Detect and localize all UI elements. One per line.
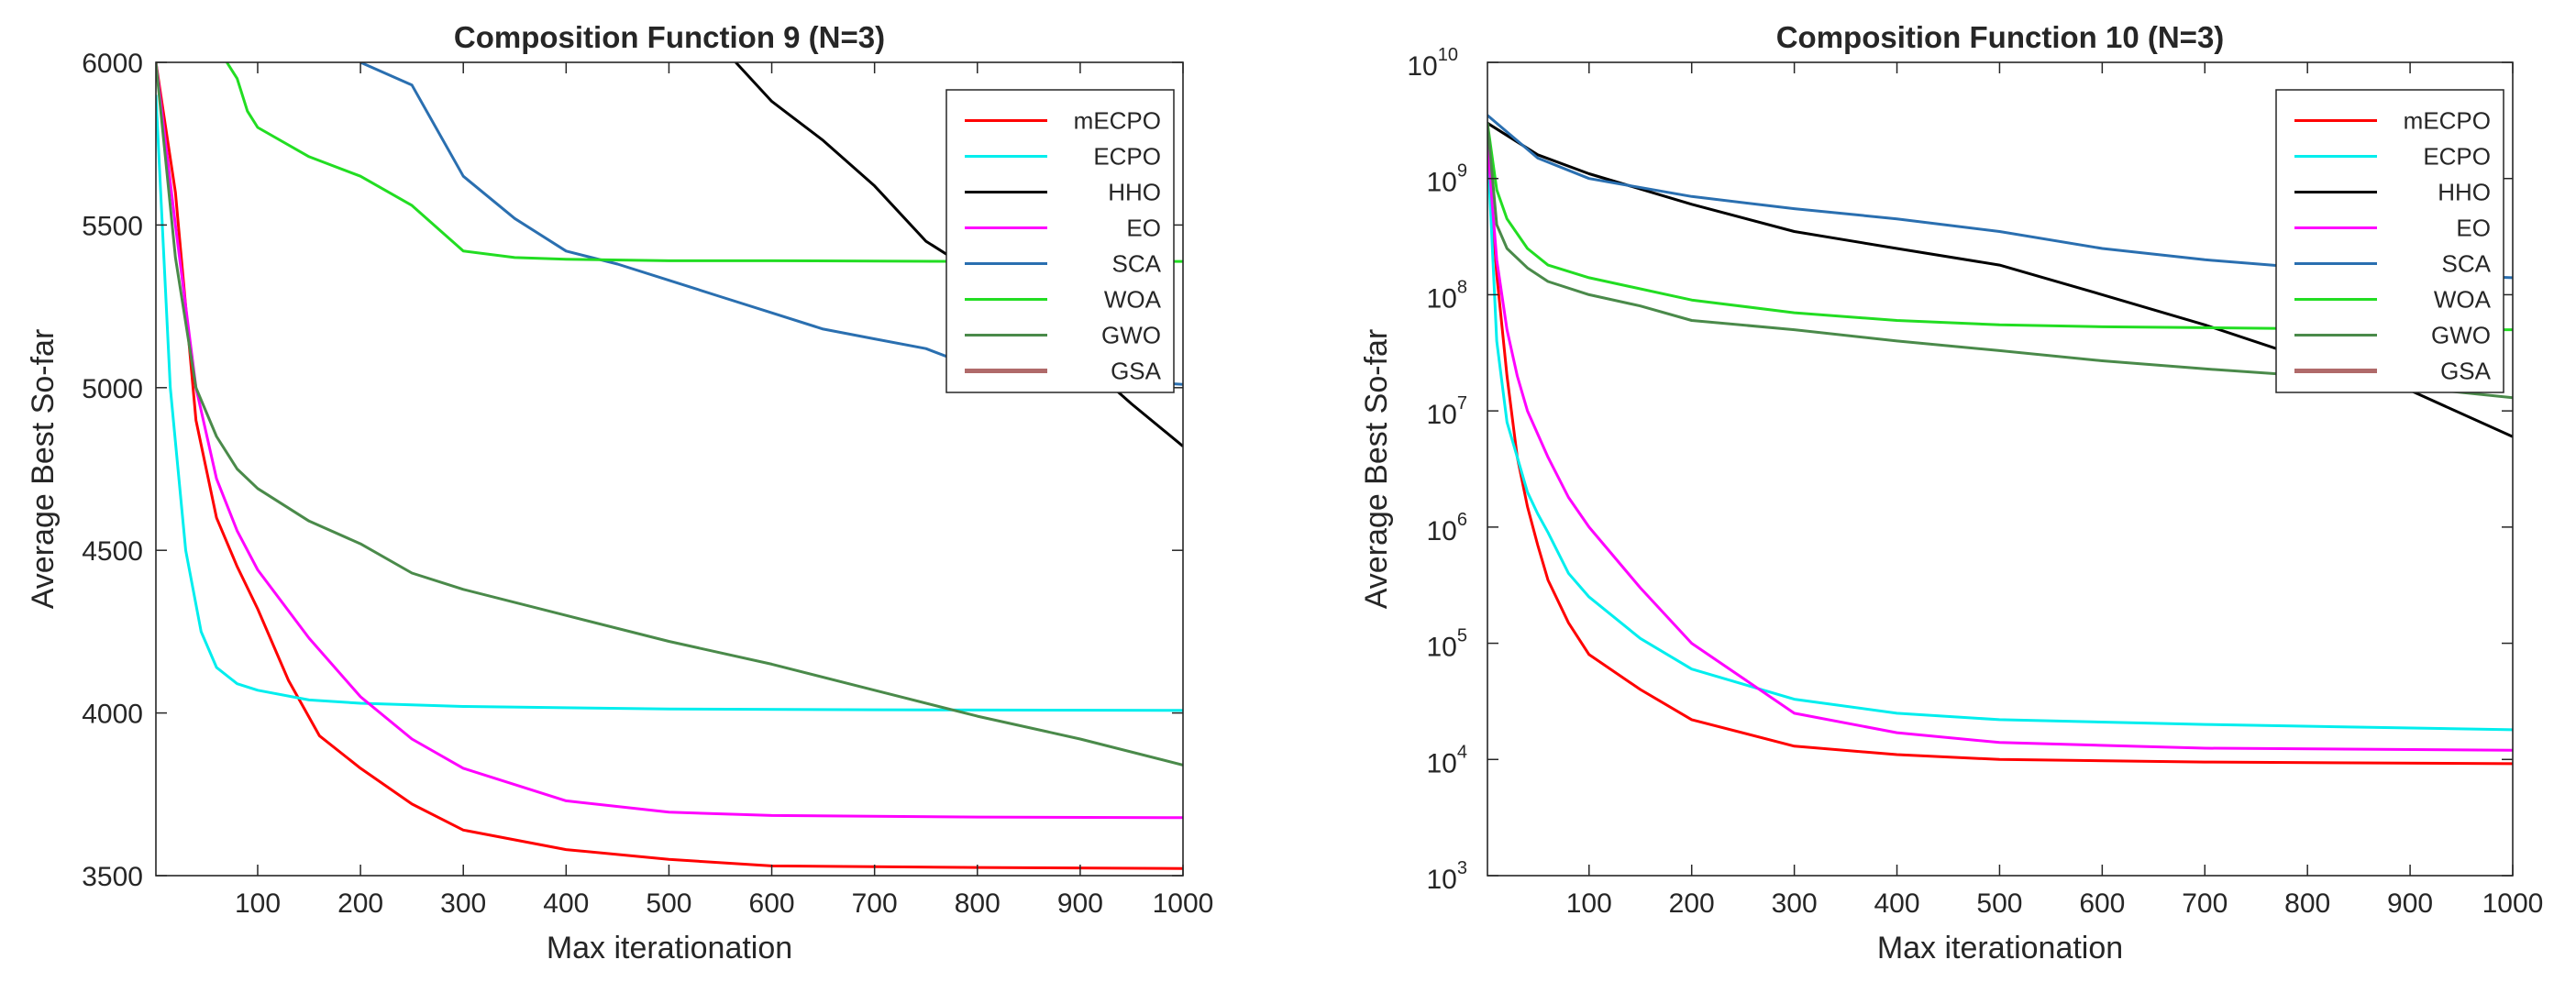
x-tick-label: 900	[2387, 888, 2433, 919]
x-tick-label: 600	[749, 888, 795, 919]
y-tick-label: 3500	[82, 862, 143, 892]
y-tick-label: 4000	[82, 700, 143, 730]
chart-1: 100 200 300 400 500 600 700 800 900 1000 3500 4000 4…	[26, 20, 1213, 965]
series-line-ecpo	[156, 94, 1183, 712]
chart-title: Composition Function 9 (N=3)	[454, 20, 885, 54]
series-line-eo	[156, 62, 1183, 820]
legend-box	[2275, 89, 2504, 393]
x-tick-label: 300	[440, 888, 486, 919]
legend-label: GSA	[1111, 358, 1162, 385]
y-tick-label: 103	[1427, 858, 1468, 895]
y-tick-label: 107	[1427, 393, 1468, 430]
legend-label: WOA	[2434, 286, 2492, 314]
legend-label: EO	[2456, 215, 2491, 242]
series-line-woa	[226, 62, 1183, 263]
chart-title: Composition Function 10 (N=3)	[1776, 20, 2225, 54]
x-tick-label: 400	[543, 888, 589, 919]
series-line-woa	[1487, 123, 2513, 332]
x-tick-label: 500	[1976, 888, 2022, 919]
legend-label: mECPO	[1074, 107, 1161, 135]
y-tick-label: 104	[1427, 742, 1468, 778]
legend-label: ECPO	[2423, 143, 2491, 171]
y-axis-label: Average Best So-far	[1359, 329, 1394, 610]
x-tick-label: 100	[235, 888, 281, 919]
x-tick-label: 100	[1566, 888, 1612, 919]
y-tick-label: 5500	[82, 211, 143, 241]
legend-label: GWO	[2431, 322, 2491, 349]
x-axis-label: Max iterationation	[547, 931, 792, 965]
series-line-gwo	[1487, 123, 2513, 400]
x-tick-label: 500	[646, 888, 691, 919]
series-group	[1487, 114, 2513, 766]
x-axis-label: Max iterationation	[1877, 931, 2123, 965]
legend-label: SCA	[2442, 250, 2492, 278]
legend-label: WOA	[1104, 286, 1162, 314]
chart-2: 100 200 300 400 500 600 700 800 900 1000 103 104 105…	[1359, 20, 2543, 965]
y-axis-label: Average Best So-far	[26, 329, 61, 610]
series-line-ecpo	[1487, 143, 2513, 732]
x-tick-label: 800	[2284, 888, 2330, 919]
series-line-mecpo	[156, 62, 1183, 870]
x-tick-label: 600	[2079, 888, 2125, 919]
legend-label: HHO	[2438, 179, 2491, 206]
y-tick-label: 6000	[82, 49, 143, 79]
series-line-mecpo	[1487, 143, 2513, 766]
series-line-eo	[1487, 143, 2513, 752]
x-tick-label: 1000	[2482, 888, 2544, 919]
x-tick-label: 400	[1874, 888, 1919, 919]
x-tick-label: 200	[337, 888, 383, 919]
series-line-gwo	[156, 62, 1183, 767]
x-tick-label: 300	[1772, 888, 1818, 919]
legend: mECPO ECPO HHO EO SCA WOA GWO GSA	[2275, 89, 2504, 393]
legend: mECPO ECPO HHO EO SCA WOA GWO GSA	[945, 89, 1175, 393]
legend-label: SCA	[1112, 250, 1162, 278]
x-tick-label: 900	[1057, 888, 1103, 919]
legend-box	[945, 89, 1175, 393]
y-tick-label: 106	[1427, 510, 1468, 546]
legend-label: GSA	[2440, 358, 2492, 385]
legend-label: ECPO	[1093, 143, 1161, 171]
y-tick-label: 109	[1427, 161, 1468, 198]
legend-label: mECPO	[2404, 107, 2491, 135]
y-tick-label: 1010	[1407, 45, 1458, 82]
y-tick-label: 105	[1427, 626, 1468, 663]
legend-label: HHO	[1108, 179, 1161, 206]
y-tick-label: 108	[1427, 277, 1468, 314]
x-tick-label: 700	[2182, 888, 2228, 919]
legend-label: GWO	[1101, 322, 1161, 349]
x-tick-label: 800	[955, 888, 1001, 919]
y-tick-label: 4500	[82, 536, 143, 567]
x-tick-label: 1000	[1153, 888, 1214, 919]
legend-label: EO	[1126, 215, 1161, 242]
x-tick-label: 200	[1669, 888, 1715, 919]
x-tick-label: 700	[852, 888, 898, 919]
y-tick-label: 5000	[82, 374, 143, 404]
